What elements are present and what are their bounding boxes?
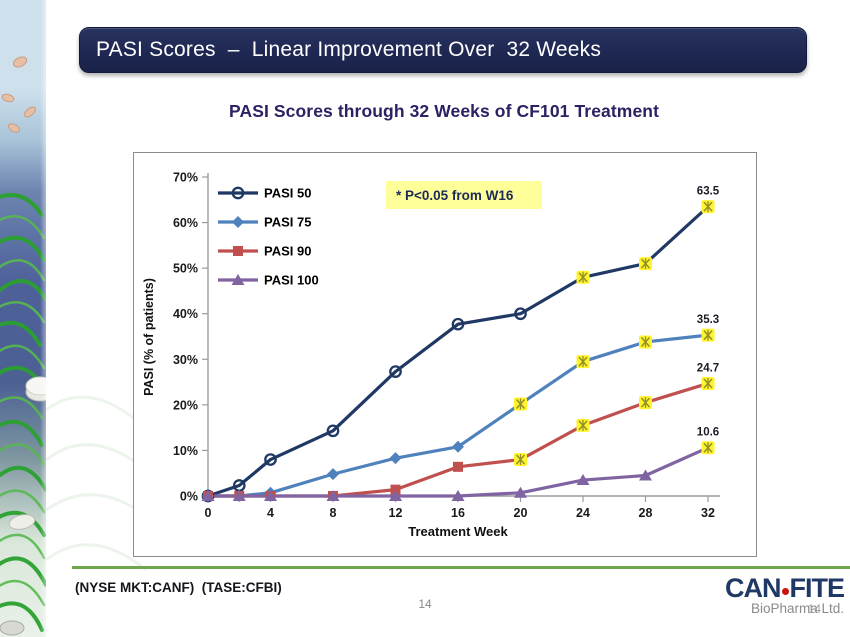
svg-text:30%: 30% [173,353,198,367]
svg-text:50%: 50% [173,262,198,276]
logo-part2: FITE [789,573,845,603]
svg-text:24: 24 [576,506,590,520]
svg-text:24.7: 24.7 [697,362,719,374]
svg-text:PASI 50: PASI 50 [264,186,311,201]
chart-heading: PASI Scores through 32 Weeks of CF101 Tr… [228,101,659,121]
svg-text:* P<0.05 from W16: * P<0.05 from W16 [396,188,514,203]
svg-text:10.6: 10.6 [697,427,719,439]
pasi-line-chart: 0% 10% 20% 30% 40% 50% 60% 70% 0 4 8 12 16 20 24 28 32 Tr… [133,152,757,557]
logo-wordmark: CAN FITE [674,573,845,603]
svg-text:70%: 70% [173,171,198,185]
logo-dot-icon [781,588,789,595]
logo-overlay-page-number: 14 [807,602,821,616]
sidebar-fade [40,0,46,637]
svg-text:8: 8 [330,506,337,520]
slide-title: PASI Scores – Linear Improvement Over 32… [96,38,602,61]
svg-text:PASI 75: PASI 75 [264,215,311,230]
svg-text:PASI (% of patients): PASI (% of patients) [142,278,156,396]
cell-pills-illustration [0,0,46,637]
ticker-text: (NYSE MKT:CANF) (TASE:CFBI) [75,580,282,595]
svg-text:10%: 10% [173,444,198,458]
decorative-sidebar-image [0,0,46,637]
svg-text:Treatment Week: Treatment Week [408,524,508,539]
footer-divider [72,566,850,569]
svg-text:63.5: 63.5 [697,186,720,198]
svg-text:28: 28 [639,506,653,520]
svg-text:0: 0 [205,506,212,520]
svg-text:12: 12 [389,506,403,520]
svg-text:60%: 60% [173,216,198,230]
title-bar: PASI Scores – Linear Improvement Over 32… [79,27,807,73]
svg-text:PASI 90: PASI 90 [264,244,311,259]
svg-text:PASI 100: PASI 100 [264,273,319,288]
svg-text:20: 20 [514,506,528,520]
svg-text:4: 4 [267,506,274,520]
logo-part1: CAN [725,573,781,603]
svg-text:20%: 20% [173,398,198,412]
svg-text:16: 16 [451,506,465,520]
svg-text:32: 32 [701,506,715,520]
canfite-logo: CAN FITE BioPharma Ltd. 14 [674,573,845,617]
svg-text:40%: 40% [173,307,198,321]
page-number: 14 [418,597,432,611]
svg-text:35.3: 35.3 [697,314,719,326]
logo-subtext: BioPharma Ltd. 14 [750,601,844,616]
svg-text:0%: 0% [180,490,198,504]
